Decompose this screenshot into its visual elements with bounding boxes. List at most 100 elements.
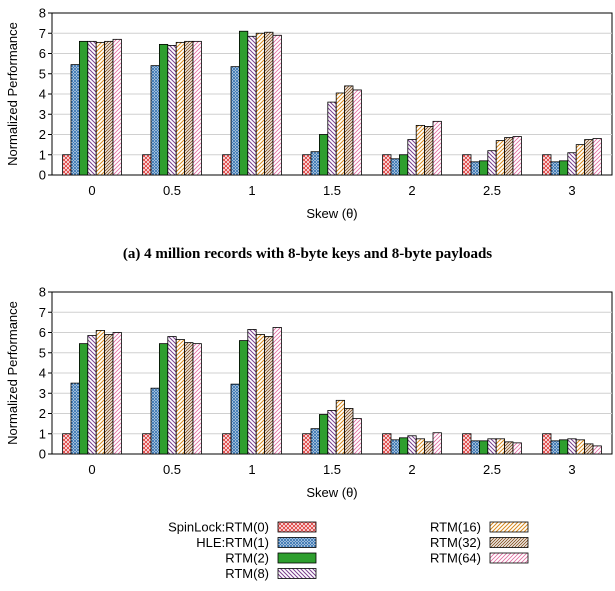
bar xyxy=(150,65,160,176)
bar xyxy=(70,64,80,176)
y-tick-label: 6 xyxy=(39,46,46,61)
y-tick-label: 4 xyxy=(39,366,46,381)
bar xyxy=(184,40,194,176)
bar xyxy=(87,40,97,176)
x-axis-title: Skew (θ) xyxy=(306,485,357,500)
bar xyxy=(382,433,392,455)
bar xyxy=(272,327,282,455)
bar xyxy=(504,137,514,176)
y-tick-label: 5 xyxy=(39,345,46,360)
x-tick-label: 2.5 xyxy=(483,462,501,477)
y-tick-label: 8 xyxy=(39,285,46,300)
bar xyxy=(327,101,337,176)
bar xyxy=(584,443,594,455)
x-axis-title: Skew (θ) xyxy=(306,206,357,221)
x-tick-label: 2 xyxy=(408,462,415,477)
bar xyxy=(255,334,266,455)
bar xyxy=(95,330,105,455)
bar xyxy=(112,332,122,455)
bar xyxy=(335,92,346,176)
bar xyxy=(495,140,506,176)
bar xyxy=(592,445,602,455)
bar-series-group xyxy=(62,30,602,176)
bar xyxy=(158,343,169,455)
bar xyxy=(424,126,434,176)
bar xyxy=(567,152,577,176)
bar xyxy=(542,433,552,455)
bar xyxy=(310,151,320,176)
y-tick-label: 7 xyxy=(39,305,46,320)
bar xyxy=(424,441,434,455)
bar xyxy=(592,138,602,176)
bar xyxy=(344,408,354,455)
chart-panel-a: 0 1 2 3 4 5 6 7 8 0 0.5 1 1.5 2 2.5 3 Normalized Perfo… xyxy=(5,6,613,221)
bar xyxy=(584,139,594,176)
bar xyxy=(79,343,89,455)
legend-label: RTM(16) xyxy=(430,520,481,535)
bar xyxy=(504,441,514,455)
x-tick-label: 0 xyxy=(88,183,95,198)
legend-swatch xyxy=(277,552,317,564)
bar xyxy=(432,120,442,176)
figure-caption-a: (a) 4 million records with 8-byte keys a… xyxy=(122,246,493,262)
bar xyxy=(264,31,274,176)
bar xyxy=(495,438,506,455)
bar xyxy=(79,40,89,176)
bar xyxy=(192,40,202,176)
y-tick-labels: 0 1 2 3 4 5 6 7 8 xyxy=(39,285,52,462)
legend-swatch xyxy=(489,521,529,533)
bar xyxy=(559,160,569,176)
bar xyxy=(192,343,202,455)
legend-swatch xyxy=(277,537,317,548)
y-axis-title: Normalized Performance xyxy=(5,301,20,445)
bar xyxy=(550,440,560,455)
bar xyxy=(184,342,194,455)
x-tick-label: 3 xyxy=(568,462,575,477)
bar xyxy=(462,433,472,455)
bar xyxy=(327,410,337,455)
bar xyxy=(550,161,560,176)
x-tick-label: 2 xyxy=(408,183,415,198)
bar xyxy=(559,439,569,455)
bar xyxy=(487,438,497,455)
bar xyxy=(415,124,426,176)
legend: SpinLock:RTM(0)HLE:RTM(1)RTM(2)RTM(8) RTM… xyxy=(168,520,529,581)
bar xyxy=(382,154,392,176)
legend-label: RTM(8) xyxy=(225,566,269,581)
x-tick-label: 2.5 xyxy=(483,183,501,198)
bar xyxy=(104,40,114,176)
bar xyxy=(318,134,329,176)
bar xyxy=(407,435,417,455)
bar xyxy=(150,387,160,455)
bar xyxy=(142,154,152,176)
bar xyxy=(575,439,586,455)
bar xyxy=(62,433,72,455)
bar xyxy=(352,418,362,455)
x-tick-label: 3 xyxy=(568,183,575,198)
bar xyxy=(512,442,522,455)
bar xyxy=(567,438,577,455)
bar xyxy=(272,34,282,176)
y-tick-label: 2 xyxy=(39,406,46,421)
bar xyxy=(352,89,362,176)
bar xyxy=(432,432,442,455)
bar xyxy=(62,154,72,176)
bar xyxy=(238,30,249,176)
bar xyxy=(238,340,249,455)
bar xyxy=(335,399,346,455)
y-axis-title: Normalized Performance xyxy=(5,22,20,166)
y-tick-labels: 0 1 2 3 4 5 6 7 8 xyxy=(39,6,52,183)
y-tick-label: 3 xyxy=(39,107,46,122)
bar xyxy=(415,438,426,455)
x-tick-label: 1 xyxy=(248,462,255,477)
y-tick-label: 7 xyxy=(39,26,46,41)
bar xyxy=(95,41,105,176)
y-tick-label: 2 xyxy=(39,127,46,142)
bar xyxy=(222,154,232,176)
bar xyxy=(247,329,257,455)
bar xyxy=(255,32,266,176)
legend-label: HLE:RTM(1) xyxy=(196,535,269,550)
legend-label: RTM(2) xyxy=(225,551,269,566)
bar xyxy=(478,160,489,176)
x-tick-label: 1.5 xyxy=(323,183,341,198)
